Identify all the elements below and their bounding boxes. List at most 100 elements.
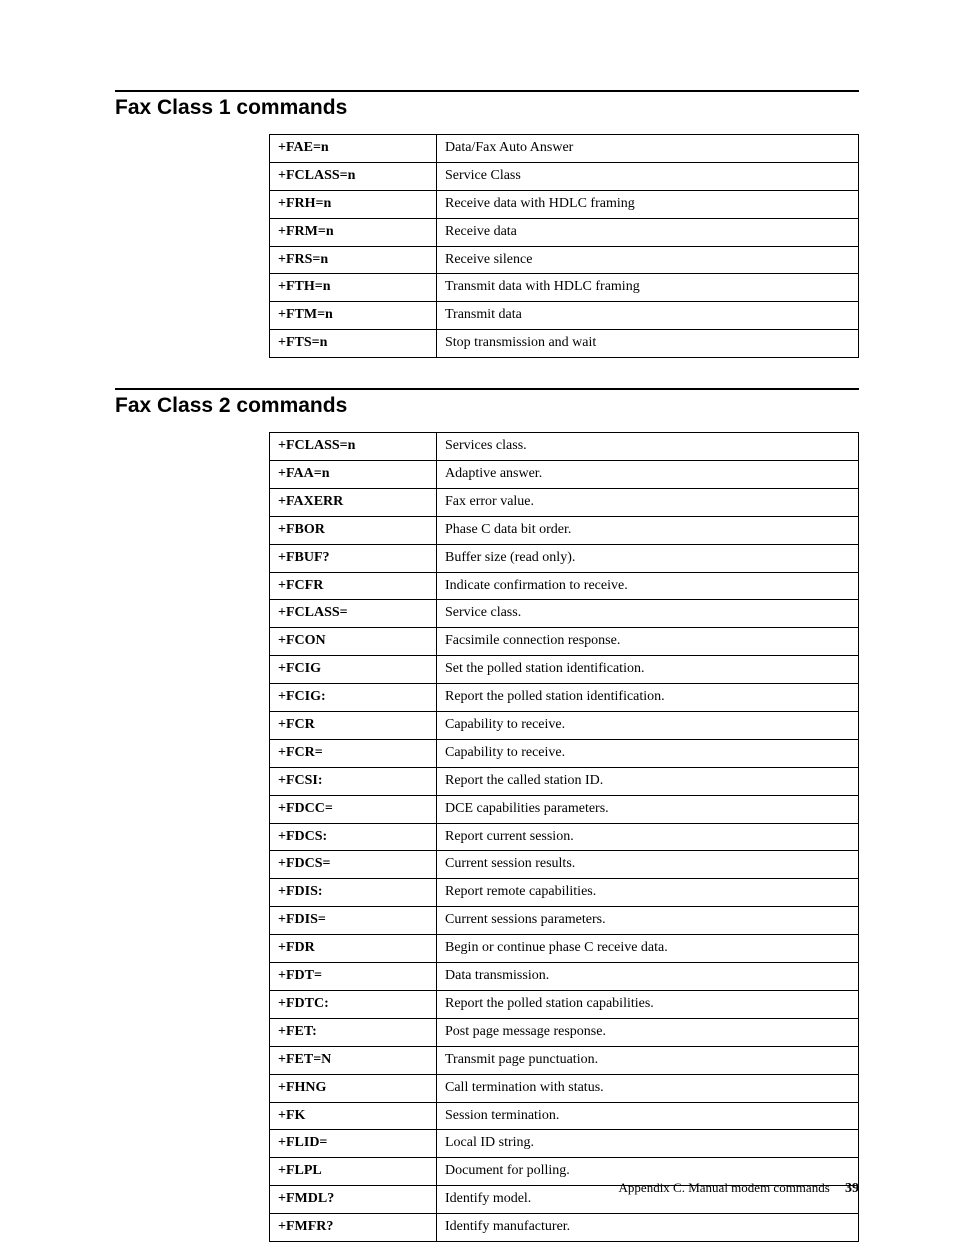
description-cell: Transmit data with HDLC framing — [437, 274, 859, 302]
description-cell: Service Class — [437, 162, 859, 190]
description-cell: DCE capabilities parameters. — [437, 795, 859, 823]
command-cell: +FDIS: — [270, 879, 437, 907]
table-row: +FCIGSet the polled station identificati… — [270, 656, 859, 684]
command-cell: +FMDL? — [270, 1186, 437, 1214]
table-row: +FLID=Local ID string. — [270, 1130, 859, 1158]
command-cell: +FCIG — [270, 656, 437, 684]
description-cell: Receive data with HDLC framing — [437, 190, 859, 218]
table-row: +FCIG:Report the polled station identifi… — [270, 684, 859, 712]
command-cell: +FLPL — [270, 1158, 437, 1186]
description-cell: Current session results. — [437, 851, 859, 879]
table-row: +FDIS:Report remote capabilities. — [270, 879, 859, 907]
description-cell: Fax error value. — [437, 488, 859, 516]
table-row: +FKSession termination. — [270, 1102, 859, 1130]
command-cell: +FCIG: — [270, 684, 437, 712]
fax-class-1-table: +FAE=nData/Fax Auto Answer+FCLASS=nServi… — [269, 134, 859, 358]
command-cell: +FCSI: — [270, 767, 437, 795]
command-cell: +FAXERR — [270, 488, 437, 516]
footer-text: Appendix C. Manual modem commands — [619, 1180, 830, 1195]
command-cell: +FDCC= — [270, 795, 437, 823]
command-cell: +FMFR? — [270, 1214, 437, 1242]
description-cell: Set the polled station identification. — [437, 656, 859, 684]
description-cell: Current sessions parameters. — [437, 907, 859, 935]
table-row: +FTH=nTransmit data with HDLC framing — [270, 274, 859, 302]
fax-class-2-tbody: +FCLASS=nServices class.+FAA=nAdaptive a… — [270, 433, 859, 1242]
description-cell: Service class. — [437, 600, 859, 628]
table-row: +FDCS:Report current session. — [270, 823, 859, 851]
command-cell: +FTM=n — [270, 302, 437, 330]
section-rule — [115, 388, 859, 390]
table-row: +FDIS=Current sessions parameters. — [270, 907, 859, 935]
description-cell: Call termination with status. — [437, 1074, 859, 1102]
description-cell: Report the called station ID. — [437, 767, 859, 795]
table-row: +FBORPhase C data bit order. — [270, 516, 859, 544]
description-cell: Receive silence — [437, 246, 859, 274]
description-cell: Begin or continue phase C receive data. — [437, 935, 859, 963]
table-row: +FCRCapability to receive. — [270, 712, 859, 740]
command-cell: +FCR — [270, 712, 437, 740]
description-cell: Report the polled station identification… — [437, 684, 859, 712]
command-cell: +FDCS= — [270, 851, 437, 879]
table-row: +FCLASS=nServices class. — [270, 433, 859, 461]
table-row: +FDT=Data transmission. — [270, 963, 859, 991]
command-cell: +FRM=n — [270, 218, 437, 246]
table-row: +FCLASS=Service class. — [270, 600, 859, 628]
description-cell: Report remote capabilities. — [437, 879, 859, 907]
table-row: +FMFR?Identify manufacturer. — [270, 1214, 859, 1242]
table-row: +FHNGCall termination with status. — [270, 1074, 859, 1102]
command-cell: +FRS=n — [270, 246, 437, 274]
description-cell: Identify manufacturer. — [437, 1214, 859, 1242]
table-row: +FET=NTransmit page punctuation. — [270, 1046, 859, 1074]
table-row: +FDCC=DCE capabilities parameters. — [270, 795, 859, 823]
table-row: +FRH=nReceive data with HDLC framing — [270, 190, 859, 218]
command-cell: +FET: — [270, 1018, 437, 1046]
table-row: +FAE=nData/Fax Auto Answer — [270, 135, 859, 163]
description-cell: Session termination. — [437, 1102, 859, 1130]
table-row: +FCR=Capability to receive. — [270, 739, 859, 767]
page: Fax Class 1 commands +FAE=nData/Fax Auto… — [0, 0, 954, 1235]
command-cell: +FDIS= — [270, 907, 437, 935]
command-cell: +FAE=n — [270, 135, 437, 163]
description-cell: Data transmission. — [437, 963, 859, 991]
description-cell: Post page message response. — [437, 1018, 859, 1046]
table-row: +FDRBegin or continue phase C receive da… — [270, 935, 859, 963]
command-cell: +FCLASS=n — [270, 162, 437, 190]
command-cell: +FCLASS= — [270, 600, 437, 628]
command-cell: +FTH=n — [270, 274, 437, 302]
table-row: +FTM=nTransmit data — [270, 302, 859, 330]
description-cell: Report current session. — [437, 823, 859, 851]
command-cell: +FCLASS=n — [270, 433, 437, 461]
fax-class-1-tbody: +FAE=nData/Fax Auto Answer+FCLASS=nServi… — [270, 135, 859, 358]
command-cell: +FLID= — [270, 1130, 437, 1158]
table-row: +FET:Post page message response. — [270, 1018, 859, 1046]
command-cell: +FBOR — [270, 516, 437, 544]
description-cell: Capability to receive. — [437, 739, 859, 767]
description-cell: Adaptive answer. — [437, 461, 859, 489]
table-row: +FDTC:Report the polled station capabili… — [270, 990, 859, 1018]
description-cell: Capability to receive. — [437, 712, 859, 740]
description-cell: Local ID string. — [437, 1130, 859, 1158]
command-cell: +FRH=n — [270, 190, 437, 218]
table-row: +FDCS=Current session results. — [270, 851, 859, 879]
section-heading-fax-class-2: Fax Class 2 commands — [115, 394, 859, 418]
description-cell: Services class. — [437, 433, 859, 461]
command-cell: +FCON — [270, 628, 437, 656]
section-rule — [115, 90, 859, 92]
fax-class-2-table: +FCLASS=nServices class.+FAA=nAdaptive a… — [269, 432, 859, 1242]
command-cell: +FAA=n — [270, 461, 437, 489]
table-row: +FCSI:Report the called station ID. — [270, 767, 859, 795]
command-cell: +FDCS: — [270, 823, 437, 851]
description-cell: Facsimile connection response. — [437, 628, 859, 656]
page-number: 39 — [845, 1181, 859, 1196]
description-cell: Transmit data — [437, 302, 859, 330]
table-row: +FAXERRFax error value. — [270, 488, 859, 516]
section-heading-fax-class-1: Fax Class 1 commands — [115, 96, 859, 120]
table-row: +FTS=nStop transmission and wait — [270, 330, 859, 358]
command-cell: +FDT= — [270, 963, 437, 991]
command-cell: +FHNG — [270, 1074, 437, 1102]
table-row: +FRS=nReceive silence — [270, 246, 859, 274]
description-cell: Receive data — [437, 218, 859, 246]
description-cell: Phase C data bit order. — [437, 516, 859, 544]
description-cell: Indicate confirmation to receive. — [437, 572, 859, 600]
table-row: +FCLASS=nService Class — [270, 162, 859, 190]
